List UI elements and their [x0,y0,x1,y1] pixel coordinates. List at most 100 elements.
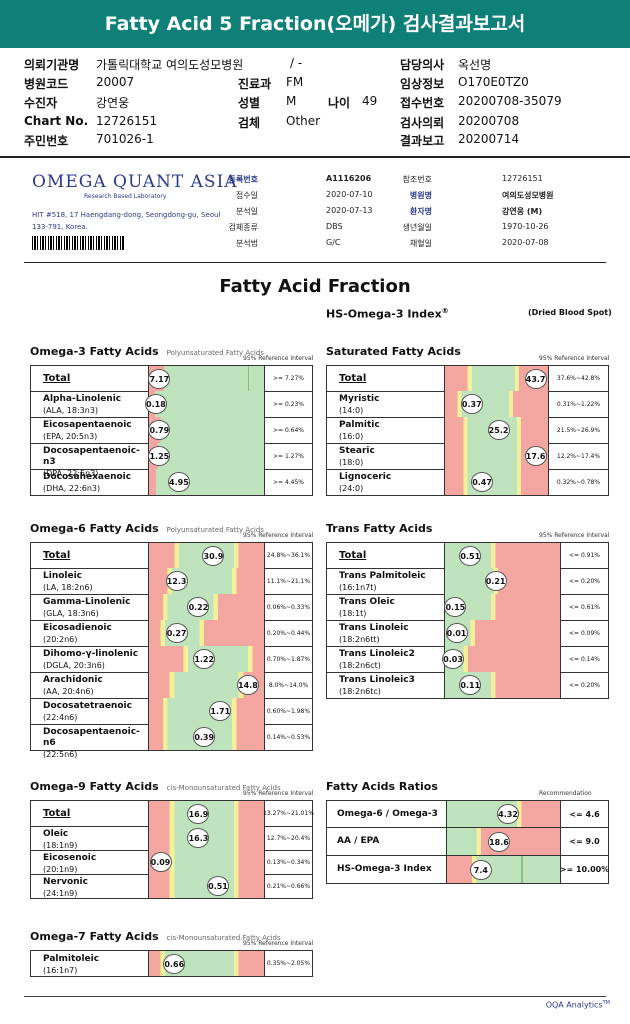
panel-title: Omega-6 Fatty Acids Polyunsaturated Fatty… [30,522,264,535]
test-label: 검체 [238,116,261,130]
panel-title-text: Omega-3 Fatty Acids [30,345,159,358]
result-bar: 16.9 [149,801,264,826]
result-value-marker: 16.9 [187,803,210,824]
result-name: Arachidonic (AA, 20:4n6) [31,672,149,698]
result-name-text: Myristic [339,394,380,404]
result-row: Total 43.7 37.6%~42.8% [326,365,609,392]
result-row: Eicosadienoic (20:2n6) 0.27 0.20%~0.44% [30,620,313,647]
result-reference: <= 0.20% [560,568,608,594]
result-bar: 4.32 [447,801,560,827]
result-bar: 17.6 [445,443,548,469]
sample-type: (Dried Blood Spot) [528,308,612,317]
result-value-marker: 4.32 [497,804,520,824]
result-bar: 1.22 [149,646,264,672]
lab-logo: OMEGA QUANT ASIA [32,172,238,192]
result-row: Docosapentaenoic-n3 (DPA, 22:5n3) 1.25 >= 1… [30,443,313,478]
result-formula: (18:1n9) [43,841,78,850]
result-name-text: Eicosadienoic [43,623,112,633]
result-name-text: Total [339,373,367,384]
result-row: Trans Oleic (18:1t) 0.15 <= 0.61% [326,594,609,621]
fraction-title: Fatty Acid Fraction [219,276,411,297]
result-name: Gamma-Linolenic (GLA, 18:3n6) [31,594,149,620]
hospital-label: 의뢰기관명 [24,58,80,72]
result-name: Alpha-Linolenic (ALA, 18:3n3) [31,391,149,417]
footer-divider [24,996,606,997]
result-formula: (16:1n7t) [339,583,377,592]
footer-tm: TM [602,1000,610,1006]
result-name-text: Trans Linoleic2 [339,649,415,659]
ref-interval-header: 95% Reference Interval [243,940,314,947]
result-reference: 13.27%~21.01% [263,801,314,826]
result-name: Omega-6 / Omega-3 [327,801,447,827]
result-reference: >= 1.27% [264,443,312,469]
result-formula: (DGLA, 20:3n6) [43,661,105,670]
report-title: Fatty Acid 5 Fraction(오메가) 검사결과보고서 [0,0,630,48]
result-reference: <= 0.09% [560,620,608,646]
result-bar: 0.22 [149,594,264,620]
result-reference: 12.2%~17.4% [548,443,608,469]
lab-logo-sub: Research Based Laboratory [84,193,167,200]
result-name: Dihomo-γ-linolenic (DGLA, 20:3n6) [31,646,149,672]
reg-value: 20200708-35079 [458,94,562,108]
ref-interval-header: 95% Reference Interval [243,790,314,797]
lab-field-key: 접수일 [235,191,258,200]
info-value: O170E0TZ0 [458,75,529,89]
panel-title-text: Trans Fatty Acids [326,522,433,535]
result-formula: (18:2n6tt) [339,635,380,644]
result-formula: (18:1t) [339,609,367,618]
result-name-text: Trans Palmitoleic [339,571,426,581]
result-bar: 12.3 [149,568,264,594]
result-reference: 0.20%~0.44% [264,620,312,646]
result-reference: 37.6%~42.8% [548,366,608,391]
result-bar: 18.6 [447,828,560,855]
result-row: Stearic (18:0) 17.6 12.2%~17.4% [326,443,609,470]
result-value-marker: 0.51 [459,545,482,566]
panel-title: Omega-7 Fatty Acids cis-Monounsaturated F… [30,930,281,943]
result-bar: 0.79 [148,417,264,443]
result-reference: 8.0%~14.0% [264,672,312,698]
result-formula: (DPA, 22:5n3) [43,469,99,478]
ref-interval-header: 95% Reference Interval [539,532,610,539]
result-name: Myristic (14:0) [327,391,445,417]
result-formula: (18:2n6tc) [339,687,381,696]
result-row: Total 30.9 24.8%~36.1% [30,542,313,569]
result-formula: (20:1n9) [43,865,78,874]
result-value-marker: 0.66 [163,953,186,974]
result-formula: (GLA, 18:3n6) [43,609,99,618]
result-reference: 0.35%~2.05% [264,951,312,976]
barcode [32,236,124,250]
result-name: HS-Omega-3 Index [327,856,447,883]
result-reference: 0.70%~1.87% [264,646,312,672]
result-name-text: Oleic [43,829,69,839]
result-row: Lignoceric (24:0) 0.47 0.32%~0.78% [326,469,609,496]
panel-note: cis-Monounsaturated Fatty Acids [166,784,281,792]
result-name-text: Eicosenoic [43,853,97,863]
result-row: Trans Linoleic2 (18:2n6ct) 0.03 <= 0.14% [326,646,609,673]
result-bar: 0.47 [445,469,548,495]
result-name-text: Total [339,550,367,561]
result-reference: >= 4.45% [264,469,312,495]
age-value: 49 [362,94,378,108]
result-value-marker: 0.11 [459,675,482,695]
result-name: Palmitic (16:0) [327,417,445,443]
result-reference: <= 0.61% [560,594,608,620]
result-row: Alpha-Linolenic (ALA, 18:3n3) 0.18 >= 0.23% [30,391,313,418]
lab-field-key: 병원명 [409,191,432,200]
footer-brand-text: OQA Analytics [545,1000,603,1010]
test-value: Other [286,114,321,128]
result-formula: (24:0) [339,484,364,493]
result-name-text: HS-Omega-3 Index [337,864,432,874]
result-bar: 7.4 [447,856,560,883]
result-bar: 0.37 [445,391,548,417]
result-name-text: Docosahexaenoic [43,472,132,482]
result-value-marker: 30.9 [202,545,225,566]
result-value-marker: 18.6 [487,831,510,852]
result-name: Oleic (18:1n9) [31,826,149,850]
result-row: Oleic (18:1n9) 16.3 12.7%~20.4% [30,826,313,851]
ref-interval-header: 95% Reference Interval [539,355,610,362]
lab-field-key: 분석법 [235,239,258,248]
result-formula: (14:0) [339,406,364,415]
result-reference: <= 4.6 [560,801,608,827]
result-value-marker: 17.6 [524,446,547,466]
result-name: Docosapentaenoic-n3 (DPA, 22:5n3) [31,443,149,478]
